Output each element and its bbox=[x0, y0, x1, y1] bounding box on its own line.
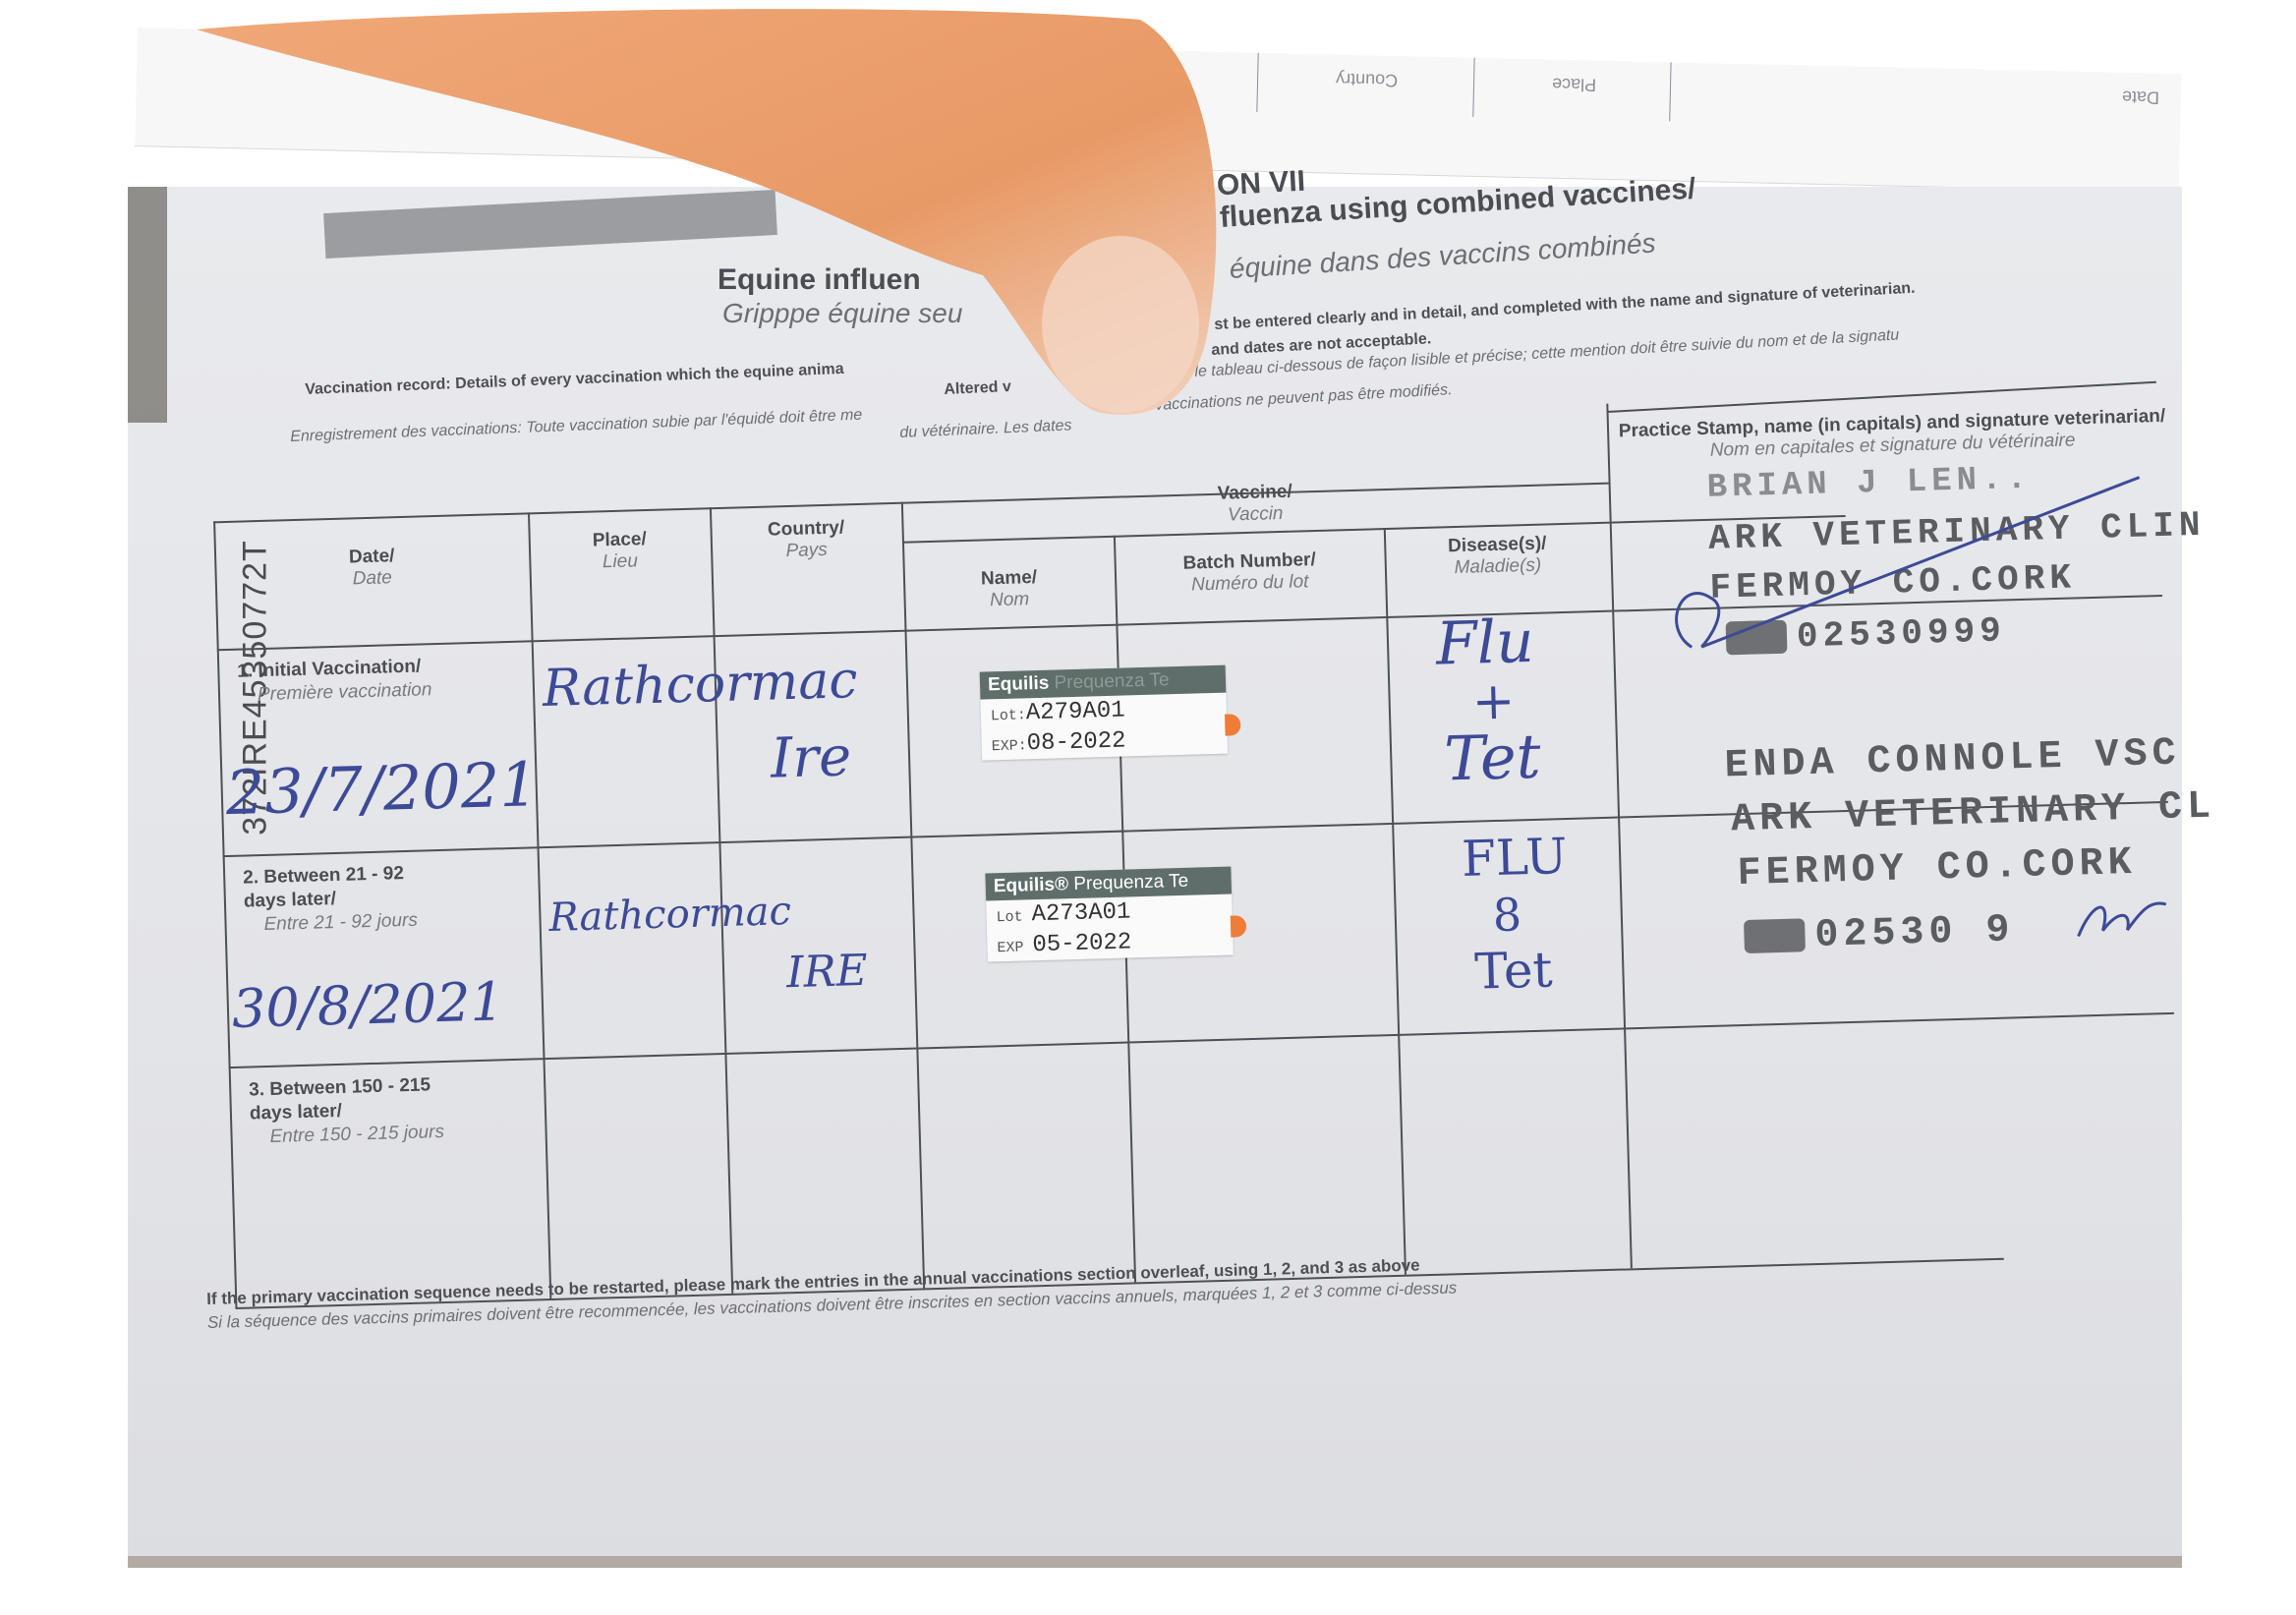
expiry-date: 05-2022 bbox=[1032, 929, 1132, 959]
row1-disease-line3: Tet bbox=[1443, 720, 1542, 795]
column-divider bbox=[1606, 403, 1633, 1269]
vaccine-brand: Equilis bbox=[987, 672, 1050, 696]
row1-signature bbox=[1675, 476, 2141, 649]
row2-stamp-reg: 02530 9 bbox=[1744, 908, 2015, 960]
row1-disease-line1: Flu bbox=[1435, 606, 1535, 679]
vaccine-product: Prequenza Te bbox=[1054, 669, 1170, 694]
row1-vaccine-sticker: Equilis Prequenza Te Lot:A279A01 EXP:08-… bbox=[979, 664, 1241, 761]
header-place: Place/Lieu bbox=[592, 529, 648, 573]
row2-stamp-line3: FERMOY CO.CORK bbox=[1737, 840, 2138, 897]
vaccine-brand: Equilis® bbox=[993, 874, 1069, 897]
flap-header-country: Country bbox=[1335, 69, 1399, 91]
row-label-second-vaccination: 2. Between 21 - 92 days later/Entre 21 -… bbox=[242, 863, 419, 936]
row2-disease-line3: Tet bbox=[1473, 941, 1554, 1001]
header-diseases: Disease(s)/Maladie(s) bbox=[1447, 533, 1547, 579]
row2-country: IRE bbox=[785, 945, 869, 999]
row2-place: Rathcormac bbox=[547, 889, 792, 941]
row2-disease-line1: FLU bbox=[1461, 828, 1569, 888]
flap-divider bbox=[1669, 62, 1672, 122]
batch-number: A273A01 bbox=[1031, 898, 1131, 929]
sticker-tab bbox=[1224, 714, 1241, 736]
row2-signature bbox=[2077, 901, 2167, 938]
flap-header-date: Date bbox=[2121, 87, 2160, 108]
row-divider bbox=[228, 1011, 2174, 1069]
row2-date: 30/8/2021 bbox=[231, 970, 505, 1040]
flap-header-place: Place bbox=[1551, 74, 1597, 95]
flap-divider bbox=[1256, 52, 1259, 112]
row-label-initial-vaccination: 1. Initial Vaccination/Première vaccinat… bbox=[237, 656, 432, 706]
stamp-emblem-icon bbox=[1744, 918, 1806, 954]
page-title-left: Equine influen bbox=[718, 263, 921, 296]
row2-disease-line2: 8 bbox=[1492, 888, 1522, 943]
page-edge-shadow bbox=[128, 187, 167, 423]
row1-place: Rathcormac bbox=[542, 651, 859, 720]
batch-number: A279A01 bbox=[1025, 697, 1126, 727]
page-subtitle-left: Gripppe équine seu bbox=[722, 298, 963, 328]
header-date: Date/Date bbox=[348, 546, 395, 590]
sticker-tab bbox=[1230, 915, 1247, 938]
header-country: Country/Pays bbox=[767, 517, 845, 562]
row2-stamp-line2: ARK VETERINARY CL bbox=[1730, 784, 2216, 843]
flap-divider bbox=[1472, 57, 1475, 117]
vaccination-table: Date/Date Place/Lieu Country/Pays Vaccin… bbox=[211, 380, 2216, 1327]
header-name: Name/Nom bbox=[980, 566, 1038, 611]
expiry-date: 08-2022 bbox=[1026, 727, 1126, 758]
vaccine-product: Prequenza Te bbox=[1073, 870, 1189, 895]
row2-vaccine-sticker: Equilis® Prequenza Te Lot A273A01 EXP 05-2… bbox=[985, 866, 1247, 962]
row1-date: 23/7/2021 bbox=[224, 748, 540, 830]
finger-photo-overlay bbox=[197, 9, 1217, 415]
row1-country: Ire bbox=[770, 724, 852, 791]
row-label-third-vaccination: 3. Between 150 - 215 days later/Entre 15… bbox=[248, 1074, 445, 1147]
header-batch-number: Batch Number/Numéro du lot bbox=[1182, 549, 1316, 596]
header-practice-stamp: Practice Stamp, name (in capitals) and s… bbox=[1618, 405, 2166, 461]
column-divider bbox=[900, 501, 926, 1289]
row2-stamp-line1: ENDA CONNOLE VSC bbox=[1724, 731, 2182, 789]
column-divider bbox=[1383, 528, 1406, 1275]
